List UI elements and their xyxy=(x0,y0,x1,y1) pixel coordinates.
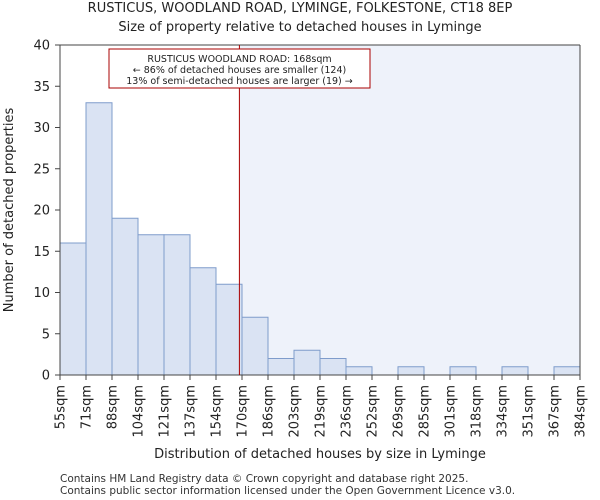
x-tick-label-170sqm: 170sqm xyxy=(236,385,251,438)
bar-104sqm xyxy=(137,234,165,376)
annotation-line-2: ← 86% of detached houses are smaller (12… xyxy=(133,65,346,76)
bar-71sqm xyxy=(85,102,113,376)
bar-137sqm xyxy=(189,267,217,376)
y-tick-label-0: 0 xyxy=(42,369,50,384)
bar-88sqm xyxy=(111,217,139,376)
x-tick-label-318sqm: 318sqm xyxy=(470,385,485,438)
annotation-line-3: 13% of semi-detached houses are larger (… xyxy=(126,76,353,87)
bar-154sqm xyxy=(215,283,243,376)
y-tick-label-10: 10 xyxy=(33,286,50,301)
bar-301sqm xyxy=(449,366,477,376)
x-tick-label-154sqm: 154sqm xyxy=(210,385,225,438)
x-tick-label-186sqm: 186sqm xyxy=(262,385,277,438)
x-tick-label-137sqm: 137sqm xyxy=(184,385,199,438)
bar-121sqm xyxy=(163,234,191,376)
bar-236sqm xyxy=(345,366,373,376)
x-tick-label-252sqm: 252sqm xyxy=(366,385,381,438)
x-tick-label-334sqm: 334sqm xyxy=(496,385,511,438)
x-tick-label-55sqm: 55sqm xyxy=(54,385,69,429)
x-tick-label-219sqm: 219sqm xyxy=(314,385,329,438)
x-tick-label-88sqm: 88sqm xyxy=(106,385,121,429)
x-tick-label-269sqm: 269sqm xyxy=(392,385,407,438)
x-axis-label: Distribution of detached houses by size … xyxy=(154,447,486,462)
y-tick-label-40: 40 xyxy=(33,39,50,54)
chart-subtitle: Size of property relative to detached ho… xyxy=(118,20,482,35)
y-tick-label-30: 30 xyxy=(33,121,50,136)
x-tick-label-203sqm: 203sqm xyxy=(288,385,303,438)
bar-367sqm xyxy=(553,366,581,376)
annotation-box xyxy=(108,48,371,89)
bar-219sqm xyxy=(319,358,347,376)
y-tick-label-15: 15 xyxy=(33,245,50,260)
x-tick-label-351sqm: 351sqm xyxy=(522,385,537,438)
x-tick-label-104sqm: 104sqm xyxy=(132,385,147,438)
x-tick-label-367sqm: 367sqm xyxy=(548,385,563,438)
x-tick-label-301sqm: 301sqm xyxy=(444,385,459,438)
y-tick-label-5: 5 xyxy=(42,327,50,342)
y-tick-label-35: 35 xyxy=(33,80,50,95)
footer-licence: Contains public sector information licen… xyxy=(60,485,516,497)
y-tick-label-20: 20 xyxy=(33,204,50,219)
bar-170sqm xyxy=(241,316,269,376)
y-tick-label-25: 25 xyxy=(33,162,50,177)
bar-334sqm xyxy=(501,366,529,376)
bar-203sqm xyxy=(293,349,321,376)
annotation-line-1: RUSTICUS WOODLAND ROAD: 168sqm xyxy=(147,54,331,65)
bar-186sqm xyxy=(267,358,295,376)
footer-copyright: Contains HM Land Registry data © Crown c… xyxy=(60,473,469,485)
highlight-region xyxy=(239,45,580,375)
chart-title: RUSTICUS, WOODLAND ROAD, LYMINGE, FOLKES… xyxy=(87,1,513,16)
bar-55sqm xyxy=(59,242,87,376)
bar-269sqm xyxy=(397,366,425,376)
x-tick-label-384sqm: 384sqm xyxy=(574,385,589,438)
x-tick-label-121sqm: 121sqm xyxy=(158,385,173,438)
x-tick-label-71sqm: 71sqm xyxy=(80,385,95,429)
x-tick-label-285sqm: 285sqm xyxy=(418,385,433,438)
y-axis-label: Number of detached properties xyxy=(2,108,17,313)
x-tick-label-236sqm: 236sqm xyxy=(340,385,355,438)
